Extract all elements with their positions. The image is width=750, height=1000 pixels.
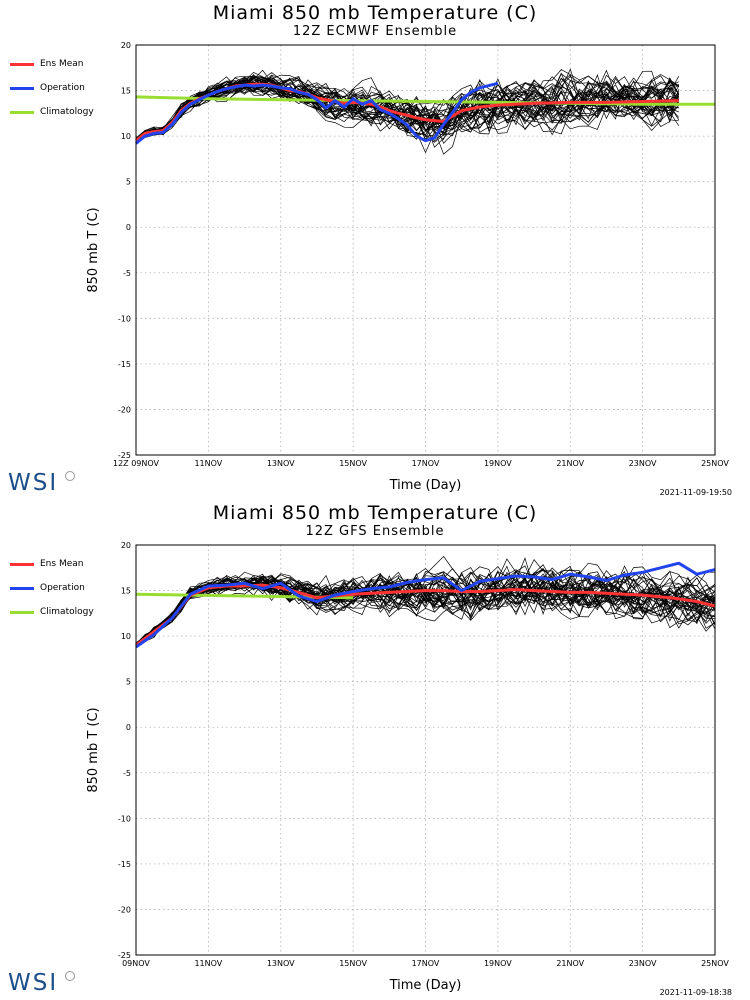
- x-axis-title: Time (Day): [389, 478, 462, 493]
- y-tick-label: -25: [118, 451, 131, 460]
- ensemble-member-line: [135, 555, 716, 646]
- legend-label: Climatology: [40, 607, 94, 617]
- legend-swatch: [10, 110, 34, 114]
- ensemble-member-line: [135, 82, 680, 142]
- x-tick-label: 17NOV: [412, 959, 440, 968]
- legend-item-operation: Operation: [10, 576, 94, 600]
- chart-title: Miami 850 mb Temperature (C): [212, 2, 538, 24]
- x-tick-label: 13NOV: [267, 959, 295, 968]
- legend-label: Ens Mean: [40, 59, 84, 69]
- timestamp: 2021-11-09-18:38: [659, 988, 732, 997]
- y-tick-label: 0: [126, 723, 131, 732]
- ecmwf-panel: Miami 850 mb Temperature (C) 12Z ECMWF E…: [8, 2, 732, 497]
- wsi-logo: WSI: [8, 470, 59, 496]
- series-climatology: [135, 95, 715, 106]
- x-tick-label: 15NOV: [339, 959, 367, 968]
- y-tick-label: 20: [121, 541, 131, 550]
- y-tick-label: 5: [126, 678, 131, 687]
- ensemble-member-line: [135, 77, 679, 154]
- y-tick-label: -15: [118, 860, 131, 869]
- legend-swatch: [10, 610, 34, 614]
- chart-title: Miami 850 mb Temperature (C): [212, 502, 538, 524]
- logo-mark-icon: [65, 971, 75, 981]
- plot-frame: [135, 544, 716, 956]
- x-tick-label: 23NOV: [629, 459, 657, 468]
- ensemble-members: [135, 555, 716, 649]
- y-tick-label: 10: [121, 632, 131, 641]
- x-tick-label: 21NOV: [556, 959, 584, 968]
- grid: [136, 545, 715, 955]
- legend: Ens Mean Operation Climatology: [10, 552, 94, 624]
- legend-item-climatology: Climatology: [10, 600, 94, 624]
- ensemble-member-line: [135, 570, 716, 647]
- x-tick-label: 12Z 09NOV: [113, 459, 160, 468]
- x-tick-label: 17NOV: [412, 459, 440, 468]
- x-tick-label: 11NOV: [194, 459, 222, 468]
- y-tick-label: 15: [121, 87, 131, 96]
- y-tick-label: 10: [121, 132, 131, 141]
- legend-label: Ens Mean: [40, 559, 84, 569]
- x-tick-label: 19NOV: [484, 959, 512, 968]
- y-tick-label: -10: [118, 814, 131, 823]
- y-tick-label: 5: [126, 178, 131, 187]
- y-tick-label: -15: [118, 360, 131, 369]
- legend-label: Operation: [40, 83, 85, 93]
- y-tick-label: -5: [123, 269, 131, 278]
- y-tick-label: -10: [118, 314, 131, 323]
- legend-swatch: [10, 562, 34, 566]
- series-operation: [135, 561, 716, 649]
- y-tick-label: 0: [126, 223, 131, 232]
- legend-swatch: [10, 586, 34, 590]
- x-tick-label: 25NOV: [701, 459, 729, 468]
- y-axis-title: 850 mb T (C): [86, 707, 101, 792]
- logo-mark-icon: [65, 471, 75, 481]
- chart-subtitle: 12Z GFS Ensemble: [305, 524, 445, 539]
- y-tick-label: -5: [123, 769, 131, 778]
- chart-subtitle: 12Z ECMWF Ensemble: [292, 24, 458, 39]
- legend-swatch: [10, 86, 34, 90]
- legend-label: Climatology: [40, 107, 94, 117]
- legend-item-operation: Operation: [10, 76, 94, 100]
- series-operation: [135, 81, 499, 145]
- legend-item-ens-mean: Ens Mean: [10, 552, 94, 576]
- x-axis-title: Time (Day): [389, 978, 462, 993]
- y-tick-label: -20: [118, 405, 131, 414]
- timestamp: 2021-11-09-19:50: [659, 488, 732, 497]
- ensemble-member-line: [135, 69, 679, 141]
- x-tick-label: 09NOV: [122, 959, 150, 968]
- ensemble-member-line: [135, 572, 716, 645]
- legend-swatch: [10, 62, 34, 66]
- x-tick-label: 21NOV: [556, 459, 584, 468]
- ensemble-member-line: [135, 75, 680, 144]
- plot-frame: [135, 44, 716, 456]
- gfs-panel: Miami 850 mb Temperature (C) 12Z GFS Ens…: [0, 500, 750, 1000]
- x-tick-label: 13NOV: [267, 459, 295, 468]
- ensemble-member-line: [135, 82, 680, 140]
- ensemble-member-line: [135, 75, 679, 142]
- legend-label: Operation: [40, 583, 85, 593]
- ensemble-member-line: [135, 570, 716, 647]
- y-axis-title: 850 mb T (C): [86, 207, 101, 292]
- x-tick-label: 15NOV: [339, 459, 367, 468]
- wsi-logo: WSI: [8, 970, 59, 996]
- legend: Ens Mean Operation Climatology: [10, 52, 94, 124]
- x-tick-label: 23NOV: [629, 959, 657, 968]
- x-tick-label: 25NOV: [701, 959, 729, 968]
- legend-item-climatology: Climatology: [10, 100, 94, 124]
- y-tick-label: 20: [121, 41, 131, 50]
- y-tick-label: -20: [118, 905, 131, 914]
- ensemble-member-line: [135, 77, 680, 148]
- ensemble-members: [135, 68, 680, 155]
- y-tick-label: -25: [118, 951, 131, 960]
- legend-item-ens-mean: Ens Mean: [10, 52, 94, 76]
- x-tick-label: 11NOV: [194, 959, 222, 968]
- x-tick-label: 19NOV: [484, 459, 512, 468]
- y-tick-label: 15: [121, 587, 131, 596]
